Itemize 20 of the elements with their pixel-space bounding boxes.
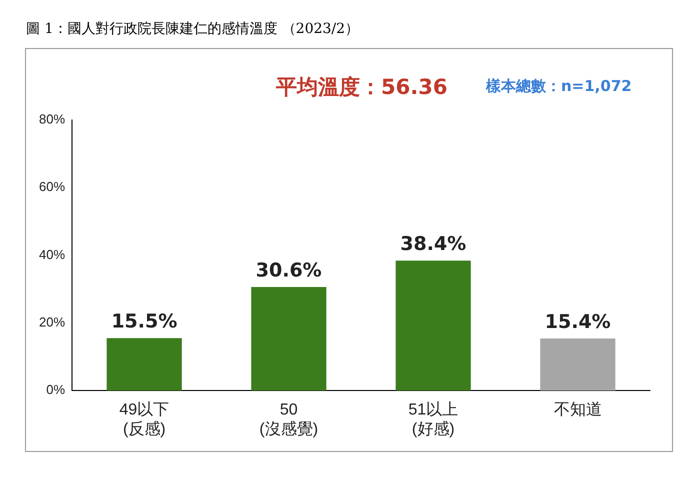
- data-label: 15.4%: [544, 310, 611, 333]
- y-tick-label: 20%: [38, 314, 66, 330]
- y-tick-label: 40%: [38, 246, 66, 262]
- text: 平均溫度：56.36: [276, 74, 448, 101]
- x-tick-label: 51以上 (好感): [408, 400, 458, 438]
- bar: [106, 338, 182, 391]
- data-label: 30.6%: [256, 259, 322, 282]
- chart-title: 圖 1：國人對行政院長陳建仁的感情溫度 （2023/2）: [26, 20, 360, 38]
- data-label: 38.4%: [400, 233, 466, 256]
- x-tick-label: 49以下 (反感): [119, 400, 170, 438]
- x-tick-label: 不知道: [554, 402, 602, 419]
- bar: [251, 287, 326, 391]
- data-label: 15.5%: [111, 310, 178, 333]
- y-tick-label: 0%: [46, 382, 66, 398]
- y-tick-label: 60%: [38, 179, 66, 194]
- bar: [540, 338, 616, 391]
- x-tick-label: 50 (沒感覺): [259, 402, 318, 438]
- y-tick-label: 80%: [38, 111, 66, 126]
- bar: [396, 260, 471, 391]
- text: 樣本總數：n=1,072: [486, 77, 632, 96]
